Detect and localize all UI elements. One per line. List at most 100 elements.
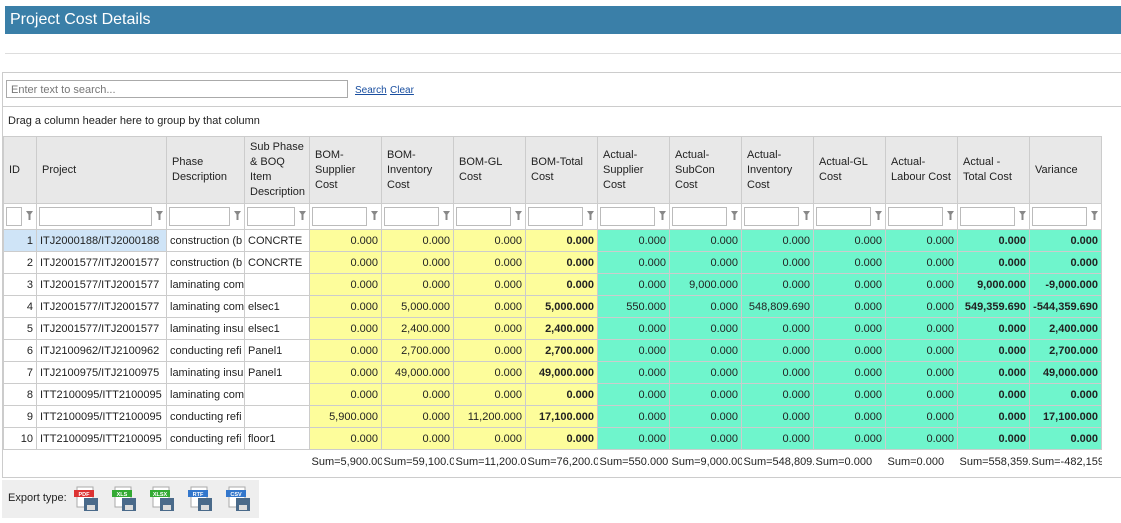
filter-input[interactable] <box>1032 207 1087 226</box>
column-header[interactable]: BOM-GL Cost <box>453 136 526 204</box>
filter-icon[interactable] <box>515 211 522 223</box>
cell: 5,000.000 <box>381 295 454 318</box>
cell: 0.000 <box>813 229 886 252</box>
column-header[interactable]: BOM-Total Cost <box>525 136 598 204</box>
data-row[interactable]: 2 ITJ2001577/ITJ2001577 construction (b CON… <box>3 251 1102 274</box>
cell: 0.000 <box>741 361 814 384</box>
column-header[interactable]: Project <box>36 136 167 204</box>
column-header[interactable]: Sub Phase & BOQ Item Description <box>244 136 310 204</box>
filter-input[interactable] <box>247 207 295 226</box>
cell: 0.000 <box>309 273 382 296</box>
cell: 4 <box>3 295 37 318</box>
export-button[interactable]: XLSX <box>149 485 175 513</box>
search-input[interactable]: Enter text to search... <box>6 80 348 98</box>
filter-cell <box>453 203 526 230</box>
cell: 0.000 <box>957 229 1030 252</box>
clear-link[interactable]: Clear <box>390 85 414 96</box>
filter-icon[interactable] <box>659 211 666 223</box>
filter-cell <box>885 203 958 230</box>
export-button[interactable]: CSV <box>225 485 251 513</box>
cell: 2,700.000 <box>381 339 454 362</box>
column-header[interactable]: BOM-Inventory Cost <box>381 136 454 204</box>
filter-icon[interactable] <box>731 211 738 223</box>
cell: 2,400.000 <box>381 317 454 340</box>
filter-icon[interactable] <box>587 211 594 223</box>
data-row[interactable]: 5 ITJ2001577/ITJ2001577 laminating insu els… <box>3 317 1102 340</box>
data-row[interactable]: 1 ITJ2000188/ITJ2000188 construction (b CON… <box>3 229 1102 252</box>
filter-input[interactable] <box>816 207 871 226</box>
filter-input[interactable] <box>888 207 943 226</box>
filter-cell <box>309 203 382 230</box>
column-header[interactable]: Actual-Supplier Cost <box>597 136 670 204</box>
cell: 0.000 <box>1029 383 1102 406</box>
filter-icon[interactable] <box>803 211 810 223</box>
column-header[interactable]: Variance <box>1029 136 1102 204</box>
cell: 0.000 <box>597 229 670 252</box>
data-row[interactable]: 8 ITT2100095/ITT2100095 laminating com 0.00… <box>3 383 1102 406</box>
filter-cell <box>244 203 310 230</box>
column-header[interactable]: Actual-GL Cost <box>813 136 886 204</box>
filter-input[interactable] <box>744 207 799 226</box>
cell: 5,900.000 <box>309 405 382 428</box>
filter-icon[interactable] <box>443 211 450 223</box>
filter-icon[interactable] <box>299 211 306 223</box>
column-header[interactable]: Phase Description <box>166 136 245 204</box>
filter-icon[interactable] <box>875 211 882 223</box>
cell: 0.000 <box>957 251 1030 274</box>
filter-input[interactable] <box>960 207 1015 226</box>
data-row[interactable]: 4 ITJ2001577/ITJ2001577 laminating com else… <box>3 295 1102 318</box>
data-row[interactable]: 10 ITT2100095/ITT2100095 conducting refi fl… <box>3 427 1102 450</box>
cell: ITT2100095/ITT2100095 <box>36 383 167 406</box>
filter-icon[interactable] <box>371 211 378 223</box>
filter-input[interactable] <box>312 207 367 226</box>
filter-input[interactable] <box>456 207 511 226</box>
filter-input[interactable] <box>39 207 152 226</box>
search-link[interactable]: Search <box>355 85 387 96</box>
filter-icon[interactable] <box>947 211 954 223</box>
cell: floor1 <box>244 427 310 450</box>
cell: 5,000.000 <box>525 295 598 318</box>
filter-input[interactable] <box>528 207 583 226</box>
cell: 0.000 <box>453 273 526 296</box>
cell <box>244 405 310 428</box>
funnel <box>947 211 954 220</box>
cell: 0.000 <box>957 361 1030 384</box>
column-header[interactable]: Actual-SubCon Cost <box>669 136 742 204</box>
data-row[interactable]: 3 ITJ2001577/ITJ2001577 laminating com 0.00… <box>3 273 1102 296</box>
filter-icon[interactable] <box>1091 211 1098 223</box>
column-header[interactable]: Actual - Total Cost <box>957 136 1030 204</box>
cell <box>244 383 310 406</box>
filter-icon[interactable] <box>156 211 163 223</box>
export-button[interactable]: RTF <box>187 485 213 513</box>
data-row[interactable]: 7 ITJ2100975/ITJ2100975 laminating insu Pan… <box>3 361 1102 384</box>
cell: 0.000 <box>309 229 382 252</box>
cell: 0.000 <box>525 427 598 450</box>
filter-icon[interactable] <box>1019 211 1026 223</box>
format-label: CSV <box>230 492 242 498</box>
filter-input[interactable] <box>6 207 22 226</box>
cell: 548,809.690 <box>741 295 814 318</box>
cell: ITT2100095/ITT2100095 <box>36 427 167 450</box>
filter-input[interactable] <box>384 207 439 226</box>
filter-input[interactable] <box>600 207 655 226</box>
cell: 0.000 <box>741 427 814 450</box>
column-header[interactable]: Actual-Inventory Cost <box>741 136 814 204</box>
filter-input[interactable] <box>169 207 230 226</box>
column-header[interactable]: ID <box>3 136 37 204</box>
cell: 2,700.000 <box>525 339 598 362</box>
cell: construction (b <box>166 229 245 252</box>
filter-icon[interactable] <box>234 211 241 223</box>
filter-input[interactable] <box>672 207 727 226</box>
data-row[interactable]: 9 ITT2100095/ITT2100095 conducting refi 5,9… <box>3 405 1102 428</box>
column-header[interactable]: BOM-Supplier Cost <box>309 136 382 204</box>
grid-frame <box>2 72 1121 478</box>
funnel <box>234 211 241 220</box>
cell: 0.000 <box>381 427 454 450</box>
column-header[interactable]: Actual-Labour Cost <box>885 136 958 204</box>
sum-cell: Sum=9,000.000 <box>669 449 742 474</box>
data-row[interactable]: 6 ITJ2100962/ITJ2100962 conducting refi Pan… <box>3 339 1102 362</box>
filter-icon[interactable] <box>26 211 33 223</box>
export-button[interactable]: PDF <box>73 485 99 513</box>
export-button[interactable]: XLS <box>111 485 137 513</box>
cell: 0.000 <box>453 251 526 274</box>
